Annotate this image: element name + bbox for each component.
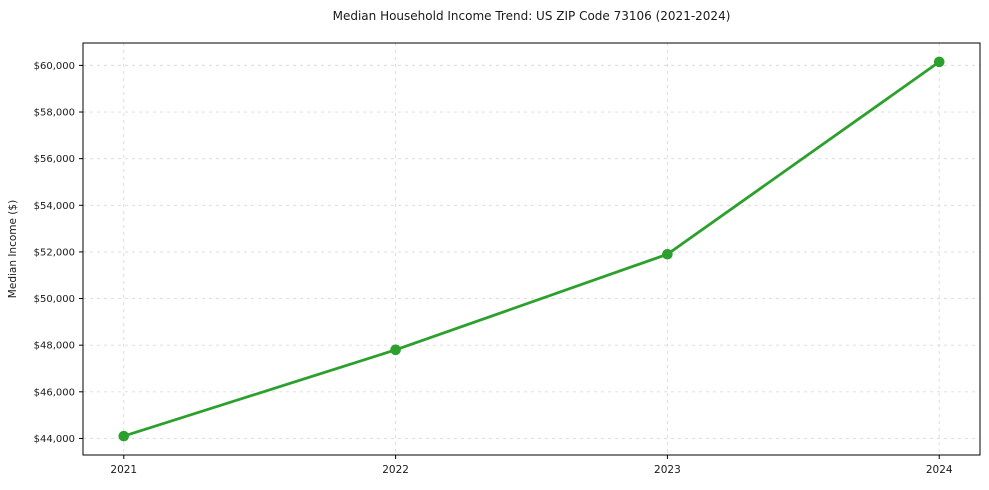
chart-title: Median Household Income Trend: US ZIP Co… bbox=[332, 9, 731, 23]
x-tick-label: 2021 bbox=[110, 464, 137, 476]
y-tick-label: $58,000 bbox=[34, 108, 75, 119]
y-tick-label: $54,000 bbox=[34, 201, 75, 212]
plot-border bbox=[82, 42, 981, 456]
x-tick-label: 2023 bbox=[654, 464, 681, 476]
data-point-2021 bbox=[118, 430, 130, 442]
income-trend-line bbox=[122, 60, 941, 438]
y-tick-label: $46,000 bbox=[34, 387, 75, 398]
data-point-2023 bbox=[662, 248, 673, 260]
y-tick-label: $52,000 bbox=[34, 247, 75, 258]
x-tick-label: 2024 bbox=[926, 464, 953, 476]
data-point-2022 bbox=[390, 344, 401, 356]
data-point-2024 bbox=[933, 56, 945, 68]
y-tick-label: $44,000 bbox=[34, 434, 75, 445]
y-tick-label: $60,000 bbox=[34, 61, 75, 72]
y-tick-label: $56,000 bbox=[34, 154, 75, 165]
y-tick-label: $48,000 bbox=[34, 341, 75, 352]
y-tick-label: $50,000 bbox=[34, 294, 75, 305]
x-tick-label: 2022 bbox=[382, 464, 409, 476]
